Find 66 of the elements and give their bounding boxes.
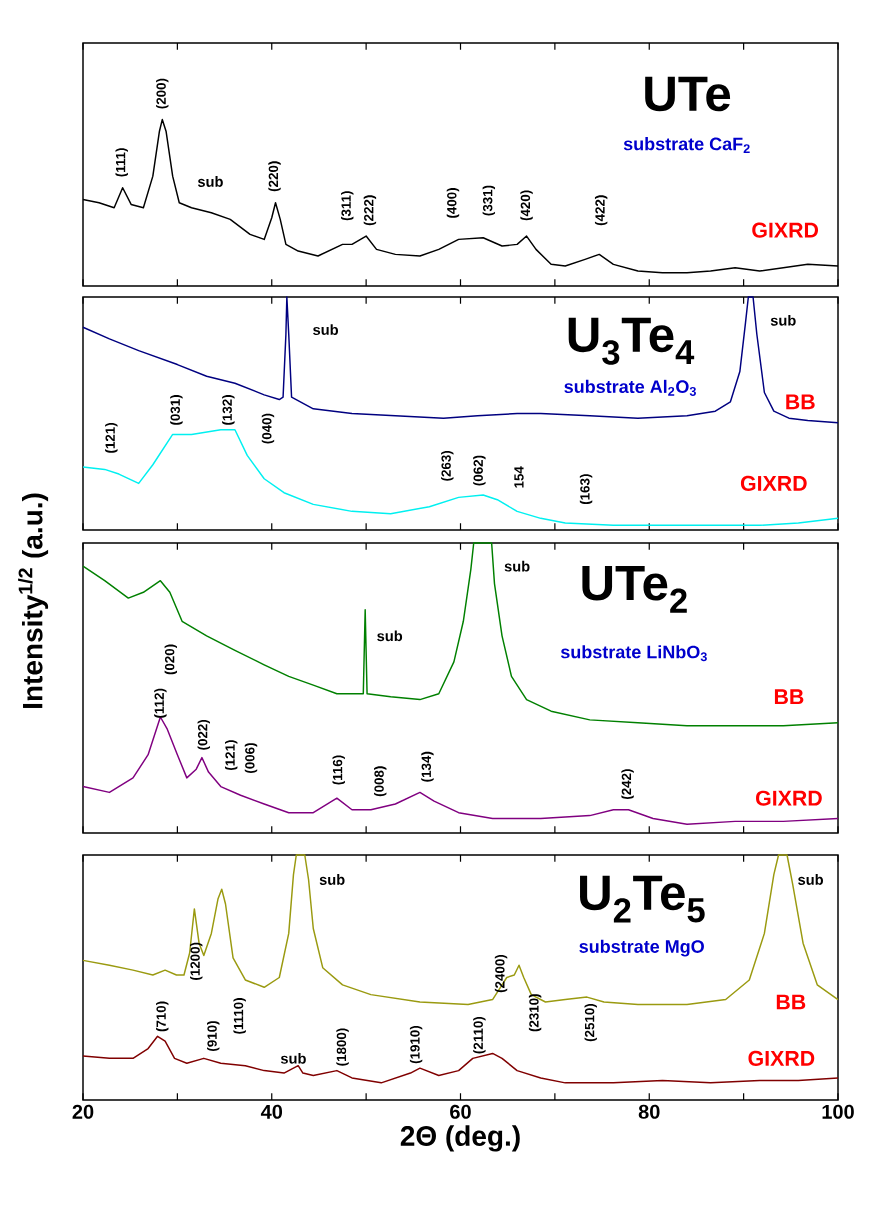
- annotation: (040): [261, 413, 275, 444]
- text: substrate MgO: [579, 939, 704, 957]
- annotation: (331): [482, 185, 496, 216]
- annotation: sub: [197, 176, 223, 187]
- x-tick-label: 40: [260, 1104, 283, 1119]
- chart-title: U$_{3}$Te$_{4}$: [568, 317, 695, 365]
- annotation: (400): [446, 188, 460, 218]
- text: substrate Al$_{2}$O$_{3}$: [564, 379, 696, 396]
- series-label: GIXRD: [740, 475, 807, 491]
- annotation: sub: [319, 874, 345, 885]
- annotation: (242): [621, 769, 634, 800]
- annotation: (020): [164, 644, 178, 675]
- series-label: GIXRD: [752, 222, 819, 238]
- x-tick-label: 20: [72, 1104, 94, 1119]
- annotation: (062): [473, 455, 486, 486]
- annotation: sub: [770, 314, 796, 326]
- annotation: 154: [514, 466, 524, 488]
- chart-title: UTe: [645, 76, 731, 112]
- annotation: (2510): [584, 1003, 597, 1042]
- annotation: sub: [280, 1052, 306, 1064]
- annotation: (132): [222, 395, 235, 425]
- annotation: (1200): [190, 942, 203, 980]
- series-label: GIXRD: [748, 1050, 815, 1066]
- annotation: (008): [374, 766, 387, 797]
- annotation: (220): [268, 161, 281, 192]
- text: substrate CaF$_{2}$: [623, 137, 750, 154]
- annotation: (006): [244, 743, 258, 773]
- annotation: (121): [105, 423, 118, 453]
- annotation: (022): [197, 719, 211, 750]
- annotation: (1910): [409, 1026, 423, 1064]
- annotation: sub: [377, 630, 403, 642]
- y-axis-title: Intensity$^{1/2}$ (a.u.): [18, 493, 49, 708]
- annotation: (222): [363, 195, 377, 226]
- annotation: (031): [170, 395, 183, 425]
- annotation: (1110): [233, 998, 246, 1034]
- x-tick-label: 80: [638, 1104, 660, 1119]
- annotation: sub: [313, 324, 339, 335]
- text: substrate LiNbO$_{3}$: [560, 645, 707, 662]
- annotation: (121): [225, 740, 238, 771]
- x-axis-title: 2Θ (deg.): [400, 1125, 520, 1152]
- x-tick-label: 60: [450, 1104, 471, 1119]
- annotation: sub: [504, 560, 530, 572]
- chart-title: U$_{2}$Te$_{5}$: [580, 875, 705, 923]
- annotation: (1800): [336, 1028, 349, 1066]
- annotation: (2110): [473, 1016, 486, 1054]
- annotation: (116): [332, 755, 345, 785]
- annotation: (710): [156, 1001, 169, 1032]
- x-tick-label: 100: [822, 1104, 854, 1119]
- series-label: BB: [774, 689, 804, 705]
- annotation: (422): [594, 195, 608, 226]
- annotation: (420): [520, 190, 533, 221]
- text: (200): [156, 78, 169, 109]
- annotation: (263): [441, 450, 454, 481]
- annotation: (111): [115, 148, 128, 177]
- annotation: (112): [154, 688, 167, 718]
- annotation: (163): [579, 474, 593, 505]
- annotation: sub: [798, 874, 824, 885]
- series-label: GIXRD: [756, 790, 822, 806]
- chart-title: UTe$_{2}$: [582, 566, 687, 613]
- annotation: (2310): [528, 994, 542, 1032]
- series-label: BB: [776, 994, 806, 1010]
- annotation: (134): [421, 751, 434, 782]
- annotation: (2400): [494, 954, 508, 993]
- annotation: (311): [341, 191, 354, 221]
- annotation: (910): [207, 1021, 220, 1051]
- series-label: BB: [786, 394, 815, 410]
